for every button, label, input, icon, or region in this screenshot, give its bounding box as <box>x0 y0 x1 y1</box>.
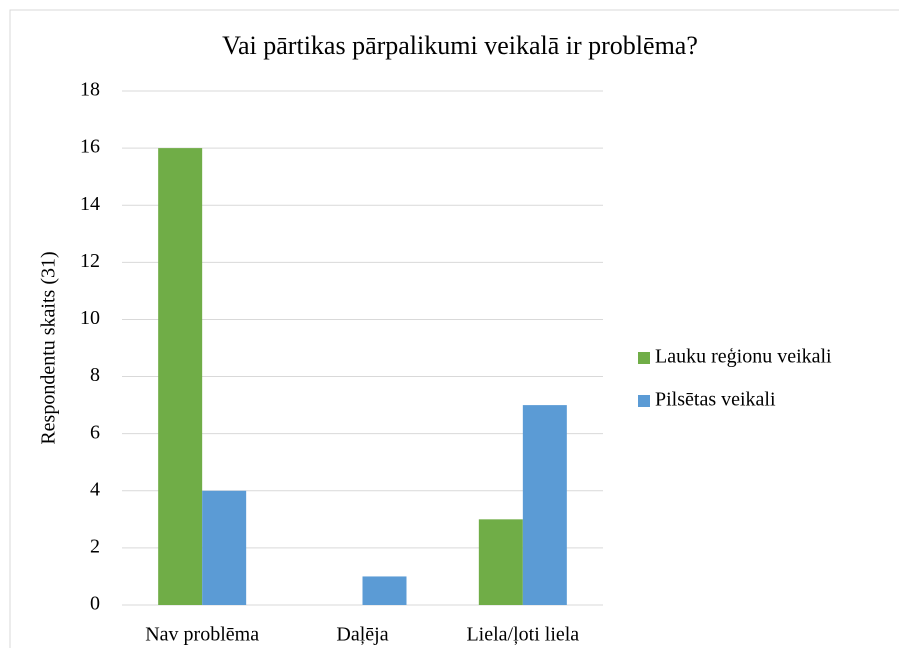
y-tick-label: 16 <box>80 136 100 158</box>
bar <box>362 576 407 605</box>
chart-frame <box>9 9 899 648</box>
y-tick-label: 14 <box>80 193 100 215</box>
y-axis-label: Respondentu skaits (31) <box>38 251 60 444</box>
y-tick-label: 0 <box>90 593 100 615</box>
legend-swatch <box>638 352 650 364</box>
legend-label: Pilsētas veikali <box>655 389 776 411</box>
legend-label: Lauku reģionu veikali <box>655 346 832 368</box>
bar <box>202 490 247 605</box>
bar <box>158 148 203 605</box>
x-tick-label: Daļēja <box>336 624 388 646</box>
x-tick-label: Liela/ļoti liela <box>466 624 579 646</box>
y-tick-label: 18 <box>80 79 100 101</box>
y-tick-label: 12 <box>80 250 100 272</box>
y-tick-label: 2 <box>90 535 100 557</box>
y-tick-label: 6 <box>90 421 100 443</box>
legend-swatch <box>638 395 650 407</box>
x-tick-label: Nav problēma <box>145 624 259 646</box>
y-tick-label: 10 <box>80 307 100 329</box>
y-tick-label: 8 <box>90 364 100 386</box>
bar <box>522 405 567 605</box>
y-tick-label: 4 <box>90 478 100 500</box>
chart-title: Vai pārtikas pārpalikumi veikalā ir prob… <box>222 31 698 60</box>
bar <box>478 519 523 605</box>
